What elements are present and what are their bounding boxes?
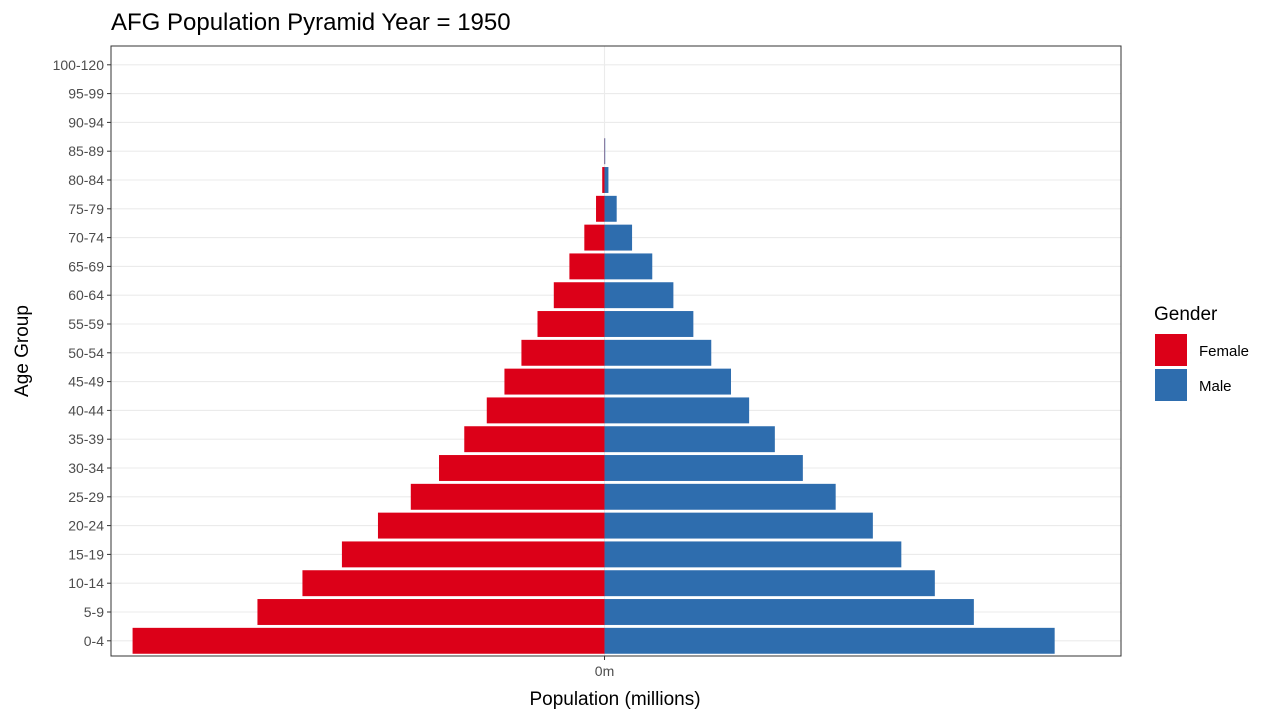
bar-female-20-24: [378, 513, 605, 539]
y-tick-label-15-19: 15-19: [68, 546, 104, 562]
y-tick-label-55-59: 55-59: [68, 316, 104, 332]
legend: Gender Female Male: [1154, 304, 1249, 401]
y-tick-label-0-4: 0-4: [84, 633, 104, 649]
bar-female-10-14: [302, 570, 604, 596]
legend-label-male: Male: [1199, 378, 1232, 395]
y-tick-label-60-64: 60-64: [68, 287, 104, 303]
bar-female-75-79: [596, 196, 604, 222]
y-tick-label-70-74: 70-74: [68, 230, 104, 246]
bar-male-75-79: [605, 196, 617, 222]
y-axis-title: Age Group: [12, 305, 33, 397]
y-tick-label-75-79: 75-79: [68, 201, 104, 217]
bar-male-80-84: [605, 167, 609, 193]
bar-male-45-49: [605, 369, 731, 395]
legend-key-male: [1155, 369, 1187, 401]
bar-female-55-59: [537, 311, 604, 337]
bar-female-45-49: [504, 369, 604, 395]
y-tick-label-30-34: 30-34: [68, 460, 104, 476]
legend-title: Gender: [1154, 304, 1218, 325]
bar-male-35-39: [605, 426, 775, 452]
y-tick-label-50-54: 50-54: [68, 345, 104, 361]
y-tick-label-80-84: 80-84: [68, 172, 104, 188]
bar-female-35-39: [464, 426, 604, 452]
chart-title: AFG Population Pyramid Year = 1950: [111, 9, 511, 36]
bar-male-40-44: [605, 397, 750, 423]
y-tick-label-35-39: 35-39: [68, 431, 104, 447]
y-tick-label-90-94: 90-94: [68, 114, 104, 130]
bar-female-15-19: [342, 541, 605, 567]
bar-female-60-64: [554, 282, 605, 308]
bar-male-20-24: [605, 513, 873, 539]
y-tick-label-25-29: 25-29: [68, 489, 104, 505]
y-tick-label-65-69: 65-69: [68, 258, 104, 274]
y-tick-label-5-9: 5-9: [84, 604, 104, 620]
bar-female-25-29: [411, 484, 605, 510]
bar-female-0-4: [133, 628, 605, 654]
bar-female-50-54: [521, 340, 604, 366]
bar-male-30-34: [605, 455, 803, 481]
bar-female-5-9: [257, 599, 604, 625]
bar-male-25-29: [605, 484, 836, 510]
bar-male-5-9: [605, 599, 974, 625]
bar-male-85-89: [605, 138, 606, 164]
y-axis: 0-4 5-9 10-14 15-19 20-24 25-29 30-34 35-39 40-4…: [53, 57, 111, 649]
bar-male-65-69: [605, 253, 653, 279]
bar-male-0-4: [605, 628, 1055, 654]
bar-male-15-19: [605, 541, 902, 567]
y-tick-label-40-44: 40-44: [68, 402, 104, 418]
x-axis-title: Population (millions): [529, 689, 700, 710]
y-tick-label-45-49: 45-49: [68, 374, 104, 390]
bar-male-10-14: [605, 570, 935, 596]
bar-male-55-59: [605, 311, 694, 337]
y-tick-label-20-24: 20-24: [68, 518, 104, 534]
x-tick-label-zero: 0m: [595, 663, 614, 679]
bar-female-70-74: [584, 225, 604, 251]
y-tick-label-10-14: 10-14: [68, 575, 104, 591]
bar-female-65-69: [569, 253, 604, 279]
bar-female-80-84: [602, 167, 604, 193]
y-tick-label-85-89: 85-89: [68, 143, 104, 159]
bar-female-30-34: [439, 455, 605, 481]
legend-label-female: Female: [1199, 343, 1249, 360]
legend-key-female: [1155, 334, 1187, 366]
bar-male-60-64: [605, 282, 674, 308]
y-tick-label-100-120: 100-120: [53, 57, 105, 73]
bar-male-70-74: [605, 225, 633, 251]
bar-male-50-54: [605, 340, 712, 366]
y-tick-label-95-99: 95-99: [68, 86, 104, 102]
bar-female-40-44: [487, 397, 605, 423]
x-axis: 0m: [595, 656, 614, 679]
